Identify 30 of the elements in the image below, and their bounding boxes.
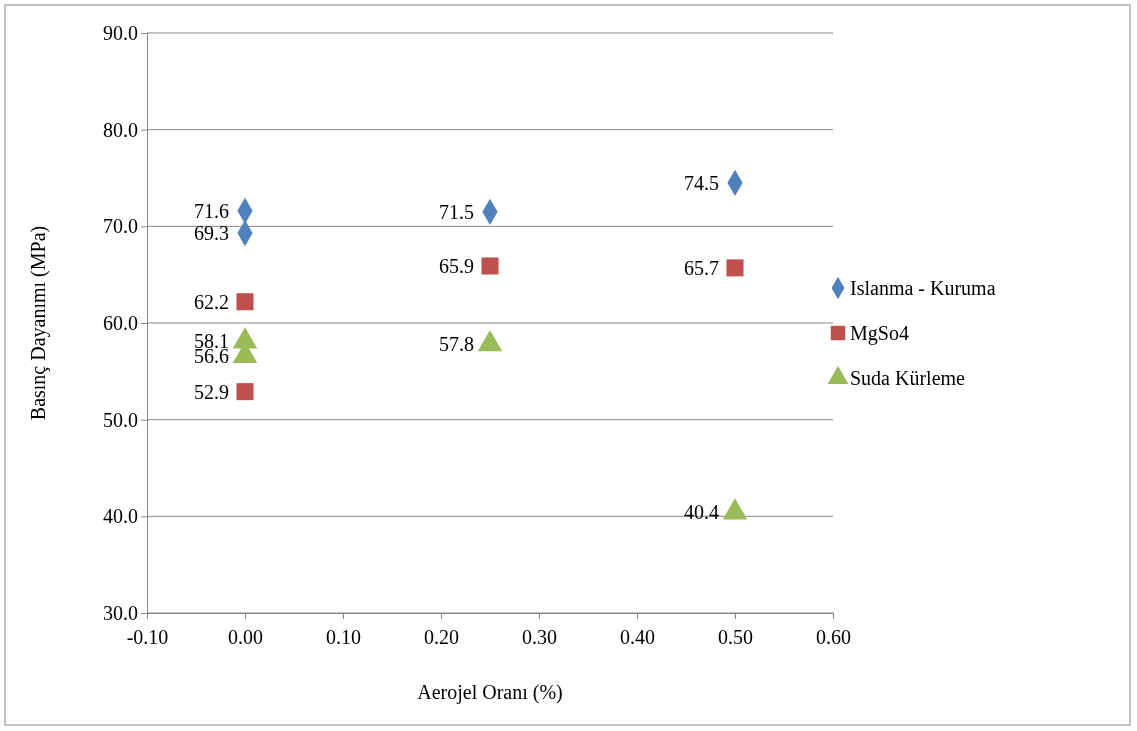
legend-label: Suda Kürleme: [850, 367, 966, 389]
x-tick-label: 0.00: [228, 626, 263, 648]
y-tick-label: 70.0: [103, 215, 138, 238]
data-label: 74.5: [684, 171, 719, 194]
data-label: 71.6: [194, 199, 229, 222]
data-label: 65.9: [439, 254, 474, 277]
legend-label: MgSo4: [850, 322, 909, 345]
x-tick-label: -0.10: [126, 626, 169, 648]
y-tick-label: 80.0: [103, 118, 138, 141]
data-label: 65.7: [684, 256, 719, 279]
x-tick-label: 0.20: [424, 626, 459, 648]
y-tick-label: 40.0: [103, 505, 138, 528]
y-tick-label: 60.0: [103, 311, 138, 334]
data-label: 40.4: [684, 501, 719, 524]
data-label: 62.2: [194, 290, 229, 313]
x-tick-label: 0.60: [816, 626, 851, 648]
x-tick-label: 0.40: [620, 626, 655, 648]
y-axis-title: Basınç Dayanımı (MPa): [27, 225, 50, 421]
y-tick-label: 30.0: [103, 601, 138, 624]
y-tick-label: 90.0: [103, 21, 138, 44]
x-axis-title: Aerojel Oranı (%): [417, 681, 563, 704]
legend-label: Islanma - Kuruma: [850, 277, 996, 299]
x-tick-label: 0.30: [522, 626, 557, 648]
data-label: 69.3: [194, 222, 229, 245]
data-label: 57.8: [439, 333, 474, 356]
x-tick-label: 0.50: [718, 626, 753, 648]
data-label: 71.5: [439, 200, 474, 223]
data-label: 52.9: [194, 380, 229, 403]
y-tick-label: 50.0: [103, 408, 138, 431]
x-tick-label: 0.10: [326, 626, 361, 648]
